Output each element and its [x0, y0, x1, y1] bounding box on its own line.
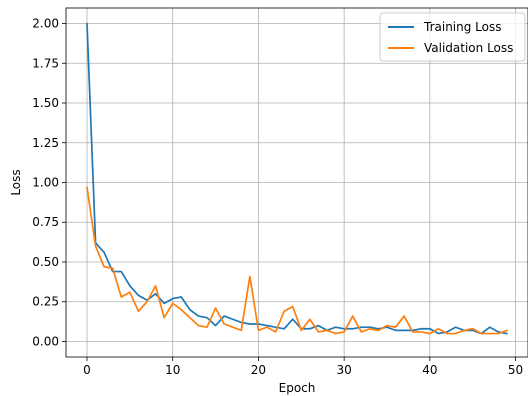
x-tick-label: 50: [508, 363, 523, 377]
x-tick-label: 20: [251, 363, 266, 377]
x-tick-label: 40: [422, 363, 437, 377]
y-tick-label: 0.00: [32, 334, 59, 348]
y-tick-label: 0.25: [32, 295, 59, 309]
x-tick-label: 0: [83, 363, 91, 377]
series-line-training-loss: [86, 22, 508, 335]
legend-box: [379, 12, 526, 62]
legend-label-validation-loss: Validation Loss: [424, 41, 513, 55]
legend: Training Loss Validation Loss: [379, 12, 526, 62]
y-tick-label: 1.00: [32, 176, 59, 190]
x-axis-label: Epoch: [279, 381, 316, 395]
y-axis-label: Loss: [9, 169, 23, 195]
x-tick-label: 30: [337, 363, 352, 377]
grid: [66, 8, 528, 357]
y-tick-label: 1.75: [32, 56, 59, 70]
y-tick-label: 2.00: [32, 17, 59, 31]
ticks: 0 10 20 30 40 50 0.00 0.25 0.50 0.75 1.00 1.25 1.50 1…: [32, 17, 523, 377]
x-tick-label: 10: [165, 363, 180, 377]
y-tick-label: 1.25: [32, 136, 59, 150]
legend-label-training-loss: Training Loss: [423, 20, 501, 34]
y-tick-label: 0.75: [32, 215, 59, 229]
series-line-validation-loss: [86, 186, 508, 335]
y-tick-label: 0.50: [32, 255, 59, 269]
y-tick-label: 1.50: [32, 96, 59, 110]
series-group: [86, 22, 508, 335]
